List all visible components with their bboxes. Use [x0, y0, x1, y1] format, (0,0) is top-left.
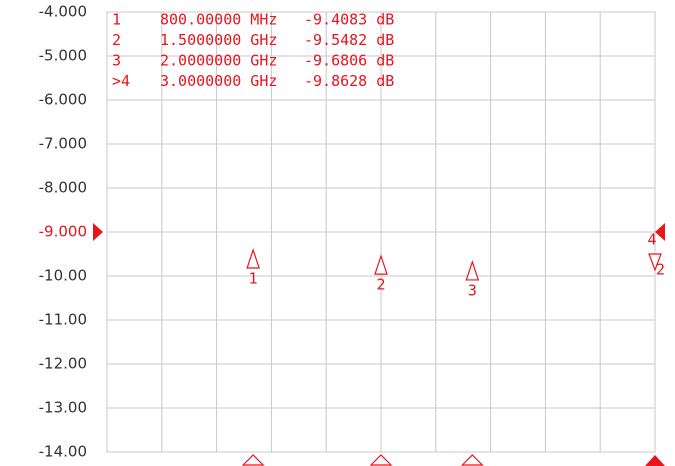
y-tick-label: -8.000 — [39, 179, 87, 197]
marker-tag: 2 — [376, 276, 385, 294]
marker-table-value: -9.6806 dB — [304, 52, 394, 70]
y-tick-label: -12.00 — [39, 355, 87, 373]
y-tick-label: -4.000 — [39, 3, 87, 21]
trace-label: 2 — [656, 260, 665, 278]
reference-indicator — [655, 223, 665, 241]
marker — [246, 248, 260, 269]
marker-table-frequency: 800.00000 MHz — [160, 11, 277, 29]
marker-tag: 4 — [647, 230, 656, 248]
marker — [374, 254, 388, 275]
marker-table-name: >4 — [112, 72, 130, 90]
y-tick-label: -6.000 — [39, 91, 87, 109]
y-tick-label: -7.000 — [39, 135, 87, 153]
marker-table-value: -9.8628 dB — [304, 72, 394, 90]
y-tick-label: -5.000 — [39, 47, 87, 65]
marker — [465, 260, 480, 281]
y-tick-label: -13.00 — [39, 399, 87, 417]
marker-table-name: 3 — [112, 52, 121, 70]
y-tick-label: -9.000 — [39, 223, 87, 241]
marker-table-name: 1 — [112, 11, 121, 29]
marker-x-indicator — [369, 454, 393, 466]
marker-tag: 1 — [249, 269, 258, 287]
marker-table-frequency: 2.0000000 GHz — [160, 52, 277, 70]
marker-tag: 3 — [468, 281, 477, 299]
y-tick-label: -10.00 — [39, 267, 87, 285]
marker-x-indicator — [645, 455, 665, 466]
marker-table-frequency: 3.0000000 GHz — [160, 72, 277, 90]
marker — [648, 253, 662, 272]
y-tick-label: -14.00 — [39, 443, 87, 461]
marker-table-frequency: 1.5000000 GHz — [160, 31, 277, 49]
marker-x-indicator — [241, 454, 265, 466]
marker-table-name: 2 — [112, 31, 121, 49]
marker-table-value: -9.5482 dB — [304, 31, 394, 49]
marker-table-value: -9.4083 dB — [304, 11, 394, 29]
marker-x-indicator — [460, 454, 484, 466]
reference-indicator — [93, 223, 103, 241]
y-tick-label: -11.00 — [39, 311, 87, 329]
